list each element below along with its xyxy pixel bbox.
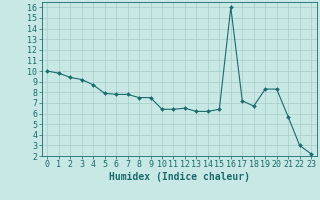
X-axis label: Humidex (Indice chaleur): Humidex (Indice chaleur) — [109, 172, 250, 182]
